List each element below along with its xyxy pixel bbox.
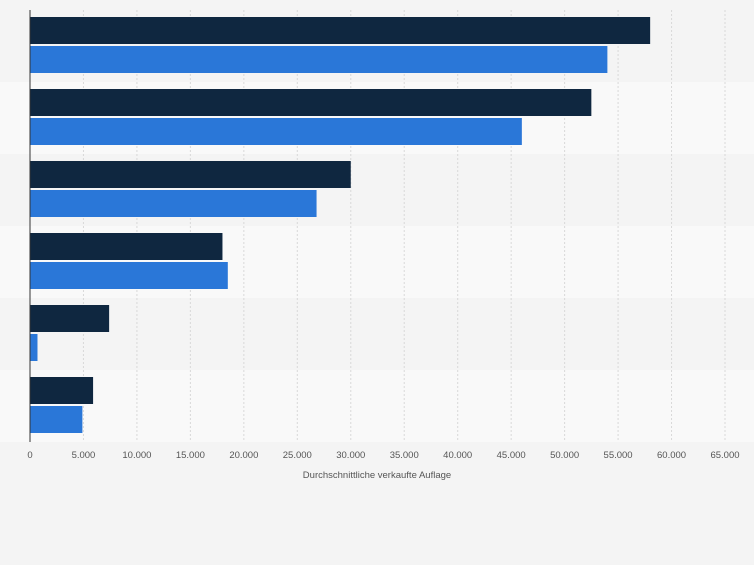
bar-series-1-row-1[interactable] xyxy=(30,17,651,44)
x-tick-label: 45.000 xyxy=(497,450,526,461)
row-band xyxy=(0,370,754,442)
x-tick-label: 30.000 xyxy=(336,450,365,461)
x-axis-title: Durchschnittliche verkaufte Auflage xyxy=(303,470,451,481)
x-tick-labels: 0 5.000 10.000 15.000 20.000 25.000 30.000 35.0… xyxy=(27,450,739,461)
bar-series-1-row-5[interactable] xyxy=(30,305,110,332)
x-tick-label: 60.000 xyxy=(657,450,686,461)
x-tick-label: 65.000 xyxy=(710,450,739,461)
x-tick-label: 5.000 xyxy=(72,450,96,461)
bar-series-1-row-6[interactable] xyxy=(30,377,94,404)
bar-series-1-row-4[interactable] xyxy=(30,233,223,260)
bar-series-2-row-3[interactable] xyxy=(30,190,317,217)
bar-series-2-row-1[interactable] xyxy=(30,46,608,73)
x-tick-label: 50.000 xyxy=(550,450,579,461)
x-tick-label: 0 xyxy=(27,450,32,461)
bar-series-2-row-6[interactable] xyxy=(30,406,83,433)
x-tick-label: 15.000 xyxy=(176,450,205,461)
row-bands xyxy=(0,10,754,442)
x-tick-label: 20.000 xyxy=(229,450,258,461)
x-tick-label: 55.000 xyxy=(604,450,633,461)
bar-series-1-row-2[interactable] xyxy=(30,89,592,116)
bar-series-1-row-3[interactable] xyxy=(30,161,351,188)
grid-lines xyxy=(82,10,726,442)
bar-series-2-row-2[interactable] xyxy=(30,118,522,145)
bar-series-2-row-4[interactable] xyxy=(30,262,228,289)
x-tick-label: 35.000 xyxy=(390,450,419,461)
row-band xyxy=(0,298,754,370)
x-tick-label: 25.000 xyxy=(283,450,312,461)
bars xyxy=(30,17,651,433)
x-tick-label: 10.000 xyxy=(122,450,151,461)
x-tick-label: 40.000 xyxy=(443,450,472,461)
bar-series-2-row-5[interactable] xyxy=(30,334,38,361)
